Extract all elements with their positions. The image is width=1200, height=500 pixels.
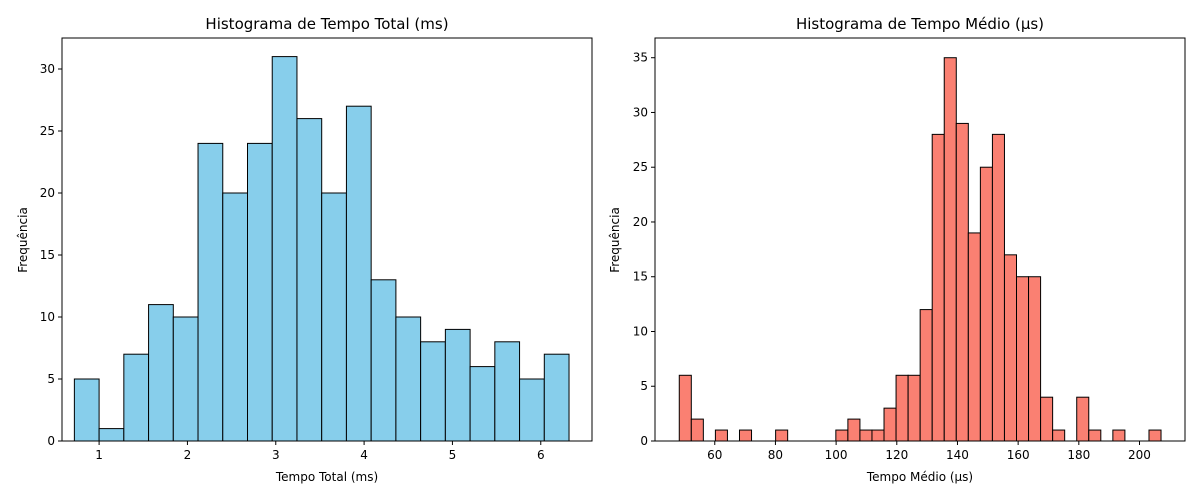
y-axis-label: Frequência: [608, 207, 622, 273]
histogram-bar: [1088, 429, 1102, 442]
histogram-bar: [847, 418, 861, 442]
histogram-bar: [247, 142, 273, 442]
y-tick-label: 30: [40, 62, 55, 76]
histogram-bar: [678, 374, 692, 442]
histogram-bar: [859, 429, 873, 442]
x-tick-label: 2: [184, 448, 192, 462]
histogram-bar: [955, 122, 969, 442]
histogram-bar: [444, 328, 471, 442]
histogram-tempo-medio: Histograma de Tempo Médio (μs) Tempo Méd…: [608, 15, 1186, 484]
x-axis-label: Tempo Total (ms): [275, 470, 378, 484]
x-tick-label: 140: [946, 448, 969, 462]
bars: [73, 56, 570, 442]
plot-frame: [61, 37, 593, 442]
histogram-bar: [967, 232, 981, 442]
y-tick-label: 5: [640, 379, 648, 393]
histogram-bar: [1076, 396, 1090, 442]
y-tick-label: 0: [640, 434, 648, 448]
histogram-bar: [919, 309, 933, 442]
histogram-bar: [1112, 429, 1126, 442]
histogram-bar: [979, 166, 993, 442]
x-tick-label: 180: [1067, 448, 1090, 462]
histogram-bar: [123, 353, 150, 442]
histogram-bar: [775, 429, 789, 442]
histogram-bar: [98, 428, 125, 442]
x-tick-label: 100: [825, 448, 848, 462]
histogram-bar: [871, 429, 885, 442]
histogram-bar: [469, 366, 496, 442]
histogram-bar: [1148, 429, 1162, 442]
histogram-bar: [690, 418, 704, 442]
chart-title: Histograma de Tempo Médio (μs): [796, 15, 1044, 33]
ticks: 60 80 100 120 140 160 180 200 0 5 10 15 20 25 30 35: [633, 51, 1151, 462]
y-tick-label: 30: [633, 105, 648, 119]
histogram-bar: [197, 142, 224, 442]
histogram-bar: [1003, 254, 1018, 442]
y-tick-label: 10: [633, 324, 648, 338]
histogram-bar: [370, 279, 397, 442]
y-tick-label: 20: [40, 186, 55, 200]
histogram-bar: [895, 374, 909, 442]
x-axis-label: Tempo Médio (μs): [866, 470, 973, 484]
x-tick-label: 120: [885, 448, 908, 462]
histogram-bar: [543, 353, 570, 442]
plot-frame: [654, 37, 1186, 442]
histogram-bar: [1016, 276, 1030, 442]
x-tick-label: 200: [1128, 448, 1151, 462]
x-tick-label: 60: [707, 448, 722, 462]
histogram-bar: [883, 407, 897, 442]
y-tick-label: 15: [633, 270, 648, 284]
y-tick-label: 20: [633, 215, 648, 229]
y-axis-label: Frequência: [16, 207, 30, 273]
x-tick-label: 160: [1007, 448, 1030, 462]
histogram-bar: [835, 429, 849, 442]
bars: [678, 57, 1162, 442]
histogram-bar: [420, 341, 446, 442]
y-tick-label: 25: [633, 160, 648, 174]
histogram-bar: [345, 105, 372, 442]
histogram-bar: [991, 133, 1005, 442]
y-tick-label: 0: [47, 434, 55, 448]
ticks: 1 2 3 4 5 6 0 5 10 15 20 25 30: [40, 62, 545, 462]
histogram-bar: [321, 192, 347, 442]
x-tick-label: 1: [95, 448, 103, 462]
x-tick-label: 6: [537, 448, 545, 462]
histogram-bar: [148, 304, 174, 442]
histogram-bar: [73, 378, 100, 442]
y-tick-label: 5: [47, 372, 55, 386]
histogram-bar: [714, 429, 728, 442]
y-tick-label: 35: [633, 51, 648, 65]
histogram-bar: [395, 316, 422, 442]
histogram-bar: [296, 118, 323, 442]
histogram-bar: [1028, 276, 1042, 442]
chart-title: Histograma de Tempo Total (ms): [205, 15, 448, 33]
histogram-bar: [1040, 396, 1054, 442]
y-tick-label: 25: [40, 124, 55, 138]
histogram-bar: [519, 378, 545, 442]
x-tick-label: 3: [272, 448, 280, 462]
x-tick-label: 4: [360, 448, 368, 462]
y-tick-label: 15: [40, 248, 55, 262]
histogram-bar: [907, 374, 921, 442]
y-tick-label: 10: [40, 310, 55, 324]
histogram-bar: [738, 429, 753, 442]
histogram-bar: [494, 341, 521, 442]
histogram-bar: [222, 192, 249, 442]
x-tick-label: 80: [768, 448, 783, 462]
histogram-bar: [271, 56, 298, 442]
histogram-tempo-total: Histograma de Tempo Total (ms) Tempo Tot…: [16, 15, 593, 484]
histogram-bar: [1052, 429, 1066, 442]
histogram-bar: [172, 316, 199, 442]
histogram-bar: [943, 57, 957, 442]
histogram-bar: [931, 133, 945, 442]
x-tick-label: 5: [449, 448, 457, 462]
